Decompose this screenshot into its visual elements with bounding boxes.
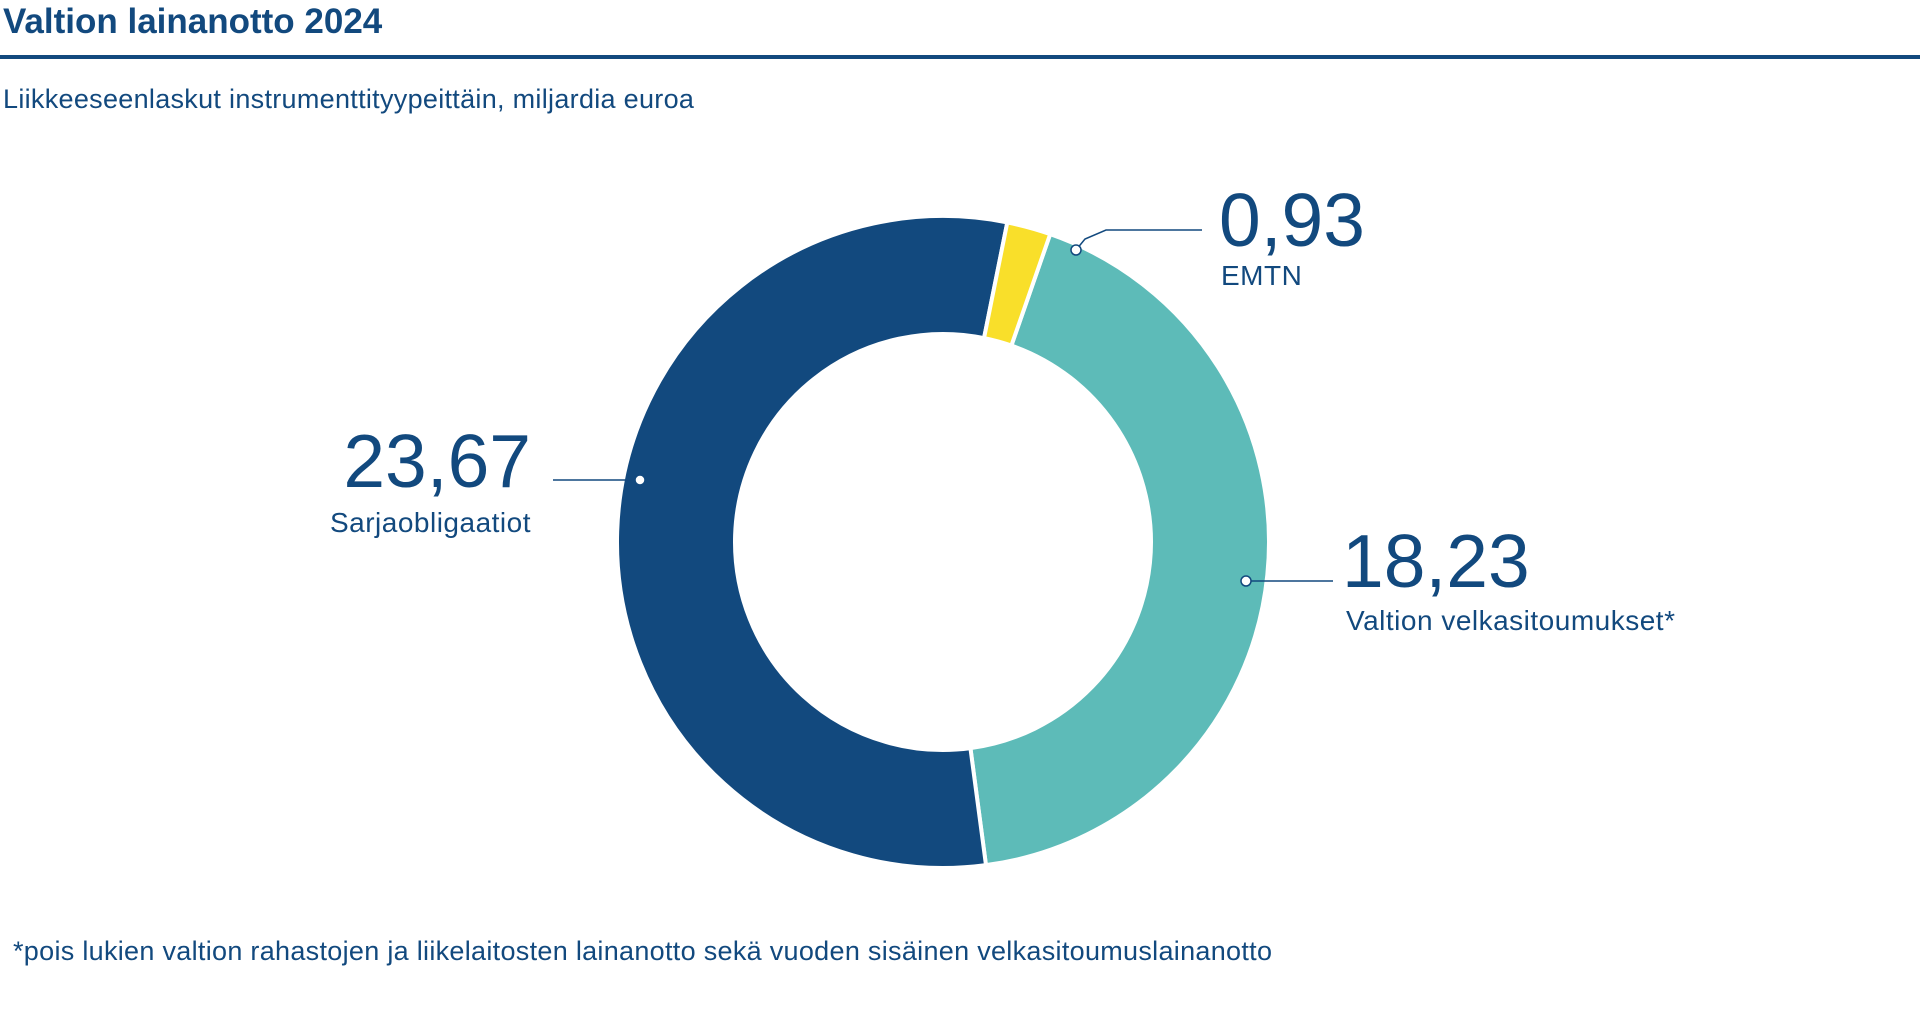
- category-label-valtion-velkasitoumukset: Valtion velkasitoumukset*: [1346, 605, 1675, 636]
- value-label-sarjaobligaatiot: 23,67: [343, 419, 531, 503]
- slice-sarjaobligaatiot: [615, 214, 1010, 870]
- value-label-emtn: 0,93: [1219, 178, 1365, 262]
- leader-dot-emtn: [1070, 244, 1082, 256]
- leader-line-emtn: [1075, 229, 1202, 251]
- chart-title: Valtion lainanotto 2024: [3, 2, 383, 41]
- leader-dot-valtion-velkasitoumukset: [1240, 575, 1252, 587]
- category-label-sarjaobligaatiot: Sarjaobligaatiot: [330, 507, 531, 538]
- chart-subtitle: Liikkeeseenlaskut instrumenttityypeittäi…: [3, 84, 695, 114]
- category-label-emtn: EMTN: [1221, 260, 1302, 291]
- donut-slices: [615, 214, 1271, 870]
- value-label-valtion-velkasitoumukset: 18,23: [1342, 519, 1530, 603]
- slice-emtn: [982, 220, 1053, 348]
- title-divider: [0, 55, 1920, 59]
- leader-dot-sarjaobligaatiot: [634, 474, 646, 486]
- footnote: *pois lukien valtion rahastojen ja liike…: [13, 936, 1273, 966]
- slice-valtion-velkasitoumukset: [968, 232, 1271, 868]
